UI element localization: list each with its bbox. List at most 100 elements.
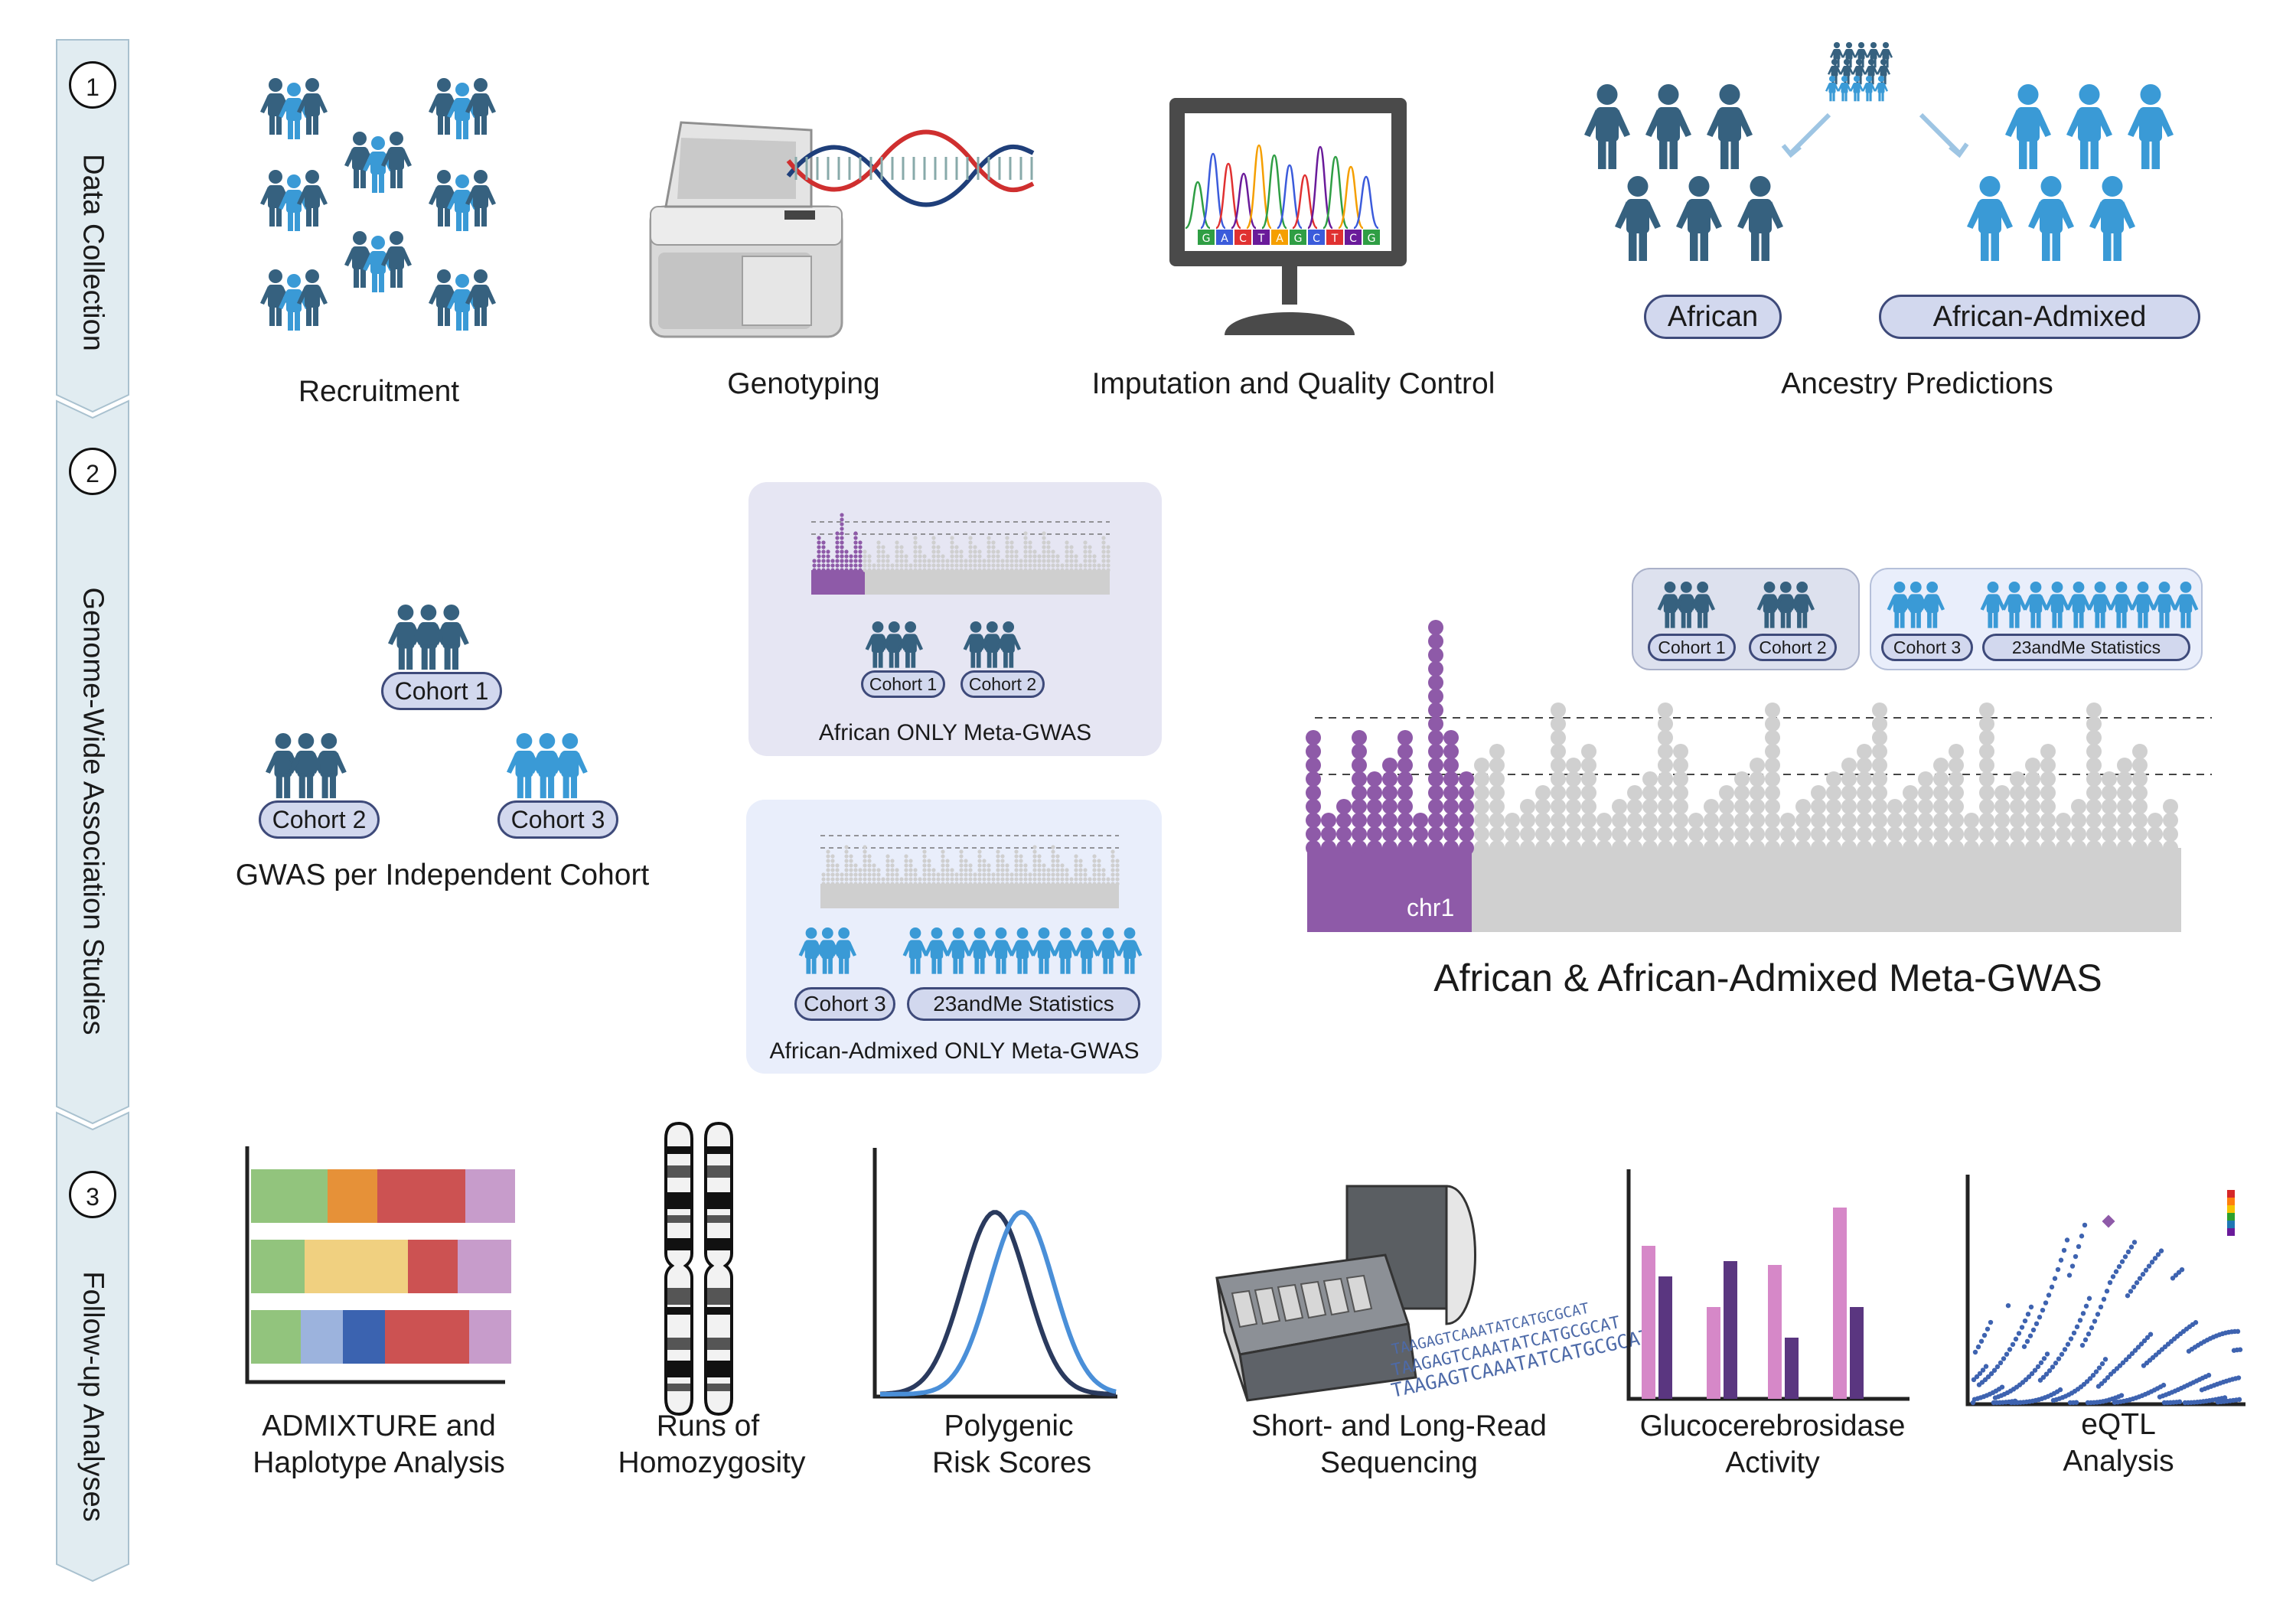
- cohort-2-pill: Cohort 2: [259, 800, 380, 839]
- person-icon: [429, 78, 459, 135]
- person-icon: [447, 274, 478, 331]
- person-icon: [2044, 582, 2070, 628]
- svg-text:C: C: [1313, 233, 1320, 245]
- person-icon: [2151, 582, 2177, 628]
- cohort-1-pill: Cohort 1: [381, 672, 502, 710]
- recruitment-people-icon: [260, 78, 496, 331]
- step-3-label: Follow-up Analyses: [77, 1271, 109, 1522]
- polygenic-risk-curves: [872, 1148, 1117, 1399]
- person-icon: [2108, 582, 2135, 628]
- svg-text:G: G: [1202, 233, 1211, 245]
- person-icon: [363, 236, 393, 292]
- ancestry-people-icon: [1584, 42, 2174, 261]
- person-icon: [2028, 176, 2074, 261]
- step-2-number: 2: [69, 448, 116, 495]
- gcase-bar-chart: [1626, 1169, 1910, 1401]
- svg-text:A: A: [1276, 233, 1283, 245]
- person-icon: [1690, 582, 1716, 628]
- african-only-manhattan: [811, 513, 1110, 595]
- cohort-3-pill: Cohort 3: [497, 800, 618, 839]
- step-1-number: 1: [69, 61, 116, 109]
- gcase-label-line2: Activity: [1725, 1446, 1820, 1479]
- person-icon: [1584, 84, 1630, 169]
- person-icon: [1967, 176, 2013, 261]
- roh-label-line1: Runs of: [656, 1410, 760, 1442]
- person-icon: [1673, 582, 1699, 628]
- prs-label-line2: Risk Scores: [931, 1446, 1092, 1479]
- person-icon: [2023, 582, 2049, 628]
- person-icon: [433, 605, 469, 670]
- svg-text:A: A: [1221, 233, 1228, 245]
- per-cohort-caption: GWAS per Independent Cohort: [235, 859, 650, 892]
- svg-text:G: G: [1294, 233, 1303, 245]
- person-icon: [1031, 927, 1057, 974]
- person-icon: [1707, 84, 1753, 169]
- person-icon: [552, 733, 588, 799]
- person-icon: [831, 927, 857, 974]
- person-icon: [1645, 84, 1691, 169]
- combined-23andme-pill: 23andMe Statistics: [1982, 634, 2190, 661]
- recruitment-label: Recruitment: [298, 375, 460, 408]
- person-icon: [2089, 176, 2135, 261]
- person-icon: [297, 269, 328, 326]
- person-icon: [465, 269, 496, 326]
- sequencing-label-line2: Sequencing: [1319, 1446, 1479, 1479]
- african-only-caption: African ONLY Meta-GWAS: [818, 720, 1092, 745]
- person-icon: [1862, 76, 1876, 102]
- combined-manhattan-plot: [1306, 620, 2212, 932]
- person-icon: [1838, 76, 1851, 102]
- admixed-only-23andme-pill: 23andMe Statistics: [907, 987, 1140, 1021]
- person-icon: [1789, 582, 1815, 628]
- combined-cohort-2-pill: Cohort 2: [1749, 634, 1837, 661]
- person-icon: [447, 83, 478, 139]
- combined-cohort-3-pill: Cohort 3: [1881, 634, 1973, 661]
- sequencing-label-line1: Short- and Long-Read: [1251, 1410, 1547, 1442]
- eqtl-label-line2: Analysis: [2063, 1445, 2174, 1478]
- person-icon: [1825, 76, 1839, 102]
- chr1-label: chr1: [1407, 894, 1455, 921]
- person-icon: [1737, 176, 1783, 261]
- combined-cohort-2-icon: [1756, 582, 1815, 628]
- ancestry-label: Ancestry Predictions: [1781, 367, 2053, 400]
- person-icon: [297, 78, 328, 135]
- svg-text:C: C: [1349, 233, 1357, 245]
- prs-label-line1: Polygenic: [944, 1410, 1074, 1442]
- admixture-label-line1: ADMIXTURE and: [262, 1410, 496, 1442]
- combined-cohort-1-pill: Cohort 1: [1648, 634, 1736, 661]
- admixed-only-cohort-3-pill: Cohort 3: [794, 987, 895, 1021]
- person-icon: [2173, 582, 2199, 628]
- gcase-label-line1: Glucocerebrosidase: [1639, 1410, 1906, 1442]
- sequencer-icon: TAAGAGTCAAATATCATGCGCAT TAAGAGTCAAATATCA…: [1215, 1185, 1653, 1402]
- african-only-cohort-2-icon: [963, 621, 1022, 668]
- african-admixed-pill: African-Admixed: [1879, 295, 2200, 339]
- person-icon: [898, 621, 924, 668]
- person-icon: [2005, 84, 2051, 169]
- admixed-only-manhattan: [820, 835, 1120, 908]
- person-icon: [381, 231, 412, 288]
- cohort-3-people-icon: [507, 733, 588, 799]
- person-icon: [2128, 84, 2174, 169]
- person-icon: [979, 621, 1005, 668]
- person-icon: [1756, 582, 1782, 628]
- chromosome-icon: [664, 1121, 733, 1416]
- person-icon: [1874, 76, 1888, 102]
- person-icon: [447, 174, 478, 231]
- step-3-number: 3: [69, 1171, 116, 1218]
- person-icon: [1850, 76, 1864, 102]
- person-icon: [1877, 59, 1890, 85]
- genotyping-machine-icon: [649, 121, 1035, 338]
- african-only-panel: [748, 482, 1162, 756]
- combined-cohort-1-icon: [1657, 582, 1716, 628]
- combined-23andme-icon: [1980, 582, 2199, 628]
- person-icon: [1095, 927, 1121, 974]
- person-icon: [2066, 84, 2112, 169]
- african-only-cohort-1-icon: [865, 621, 924, 668]
- person-icon: [963, 621, 989, 668]
- admixed-only-23andme-icon: [902, 927, 1143, 974]
- eqtl-label-line1: eQTL: [2081, 1408, 2156, 1441]
- combined-caption: African & African-Admixed Meta-GWAS: [1433, 957, 2102, 999]
- person-icon: [279, 83, 309, 139]
- svg-text:C: C: [1239, 233, 1247, 245]
- person-icon: [1615, 176, 1661, 261]
